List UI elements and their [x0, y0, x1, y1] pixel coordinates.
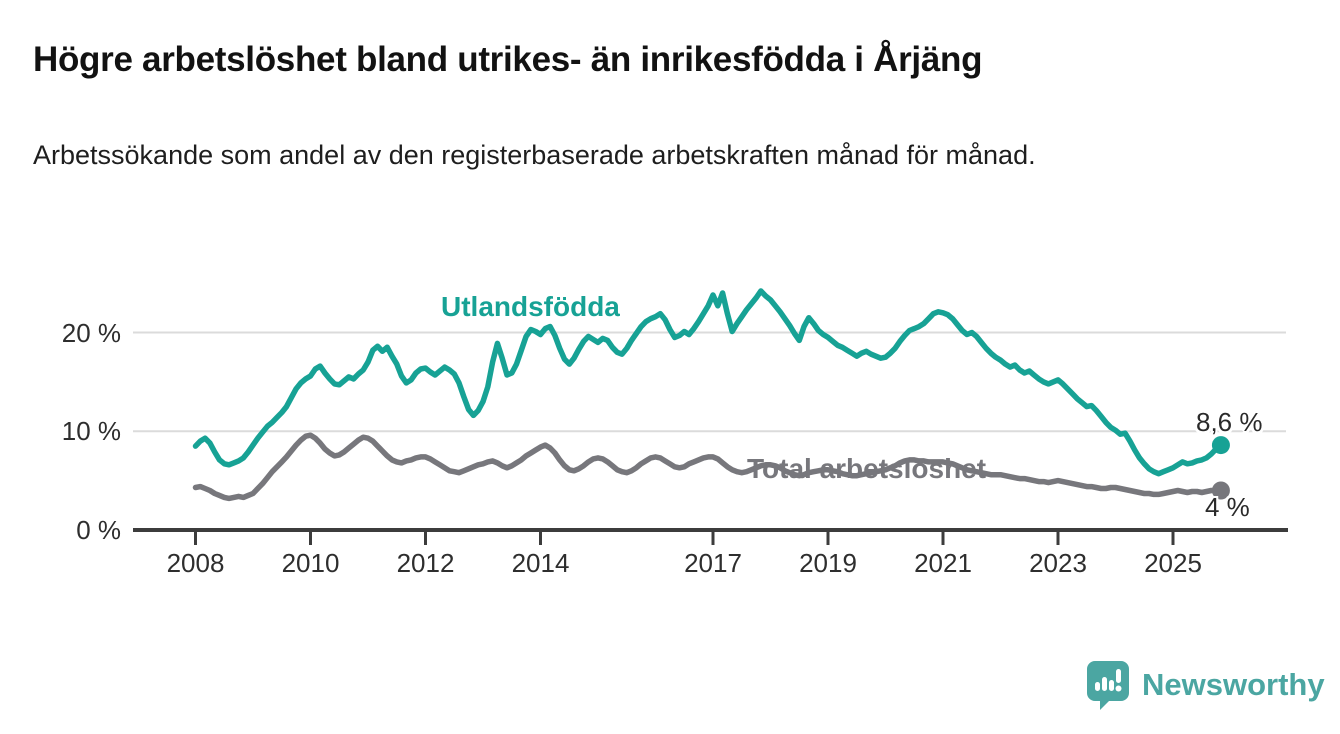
total-end-dot: [1211, 481, 1230, 500]
x-tick-label: 2012: [396, 548, 455, 578]
y-tick-label: 0 %: [76, 515, 121, 545]
chart-subtitle: Arbetssökande som andel av den registerb…: [33, 140, 1036, 170]
utlandsfodda-line: [192, 288, 1224, 477]
end-value-label-utlandsfodda: 8,6 %: [1196, 407, 1263, 437]
series-label-total-arbetsloshet: Total arbetslöshet: [747, 453, 987, 484]
newsworthy-logo: Newsworthy: [1086, 660, 1325, 710]
total-arbetsloshet-line: [192, 432, 1224, 502]
page-title: Högre arbetslöshet bland utrikes- än inr…: [33, 40, 983, 79]
x-tick-label: 2017: [684, 548, 742, 578]
x-tick-label: 2008: [166, 548, 225, 578]
x-tick-label: 2021: [914, 548, 972, 578]
series-label-utlandsfodda: Utlandsfödda: [441, 291, 620, 322]
y-tick-label: 10 %: [61, 416, 121, 447]
end-value-label-total: 4 %: [1205, 492, 1250, 522]
x-tick-label: 2019: [799, 548, 857, 578]
y-tick-label: 20 %: [61, 317, 121, 348]
newsworthy-wordmark: Newsworthy: [1142, 667, 1325, 702]
x-tick-label: 2010: [281, 548, 340, 578]
utlandsfodda-end-dot: [1211, 436, 1230, 455]
x-tick-label: 2014: [511, 548, 570, 578]
x-tick-label: 2023: [1029, 548, 1087, 578]
bar-chart-speech-bubble-icon: [1087, 661, 1129, 710]
x-tick-label: 2025: [1144, 548, 1202, 578]
